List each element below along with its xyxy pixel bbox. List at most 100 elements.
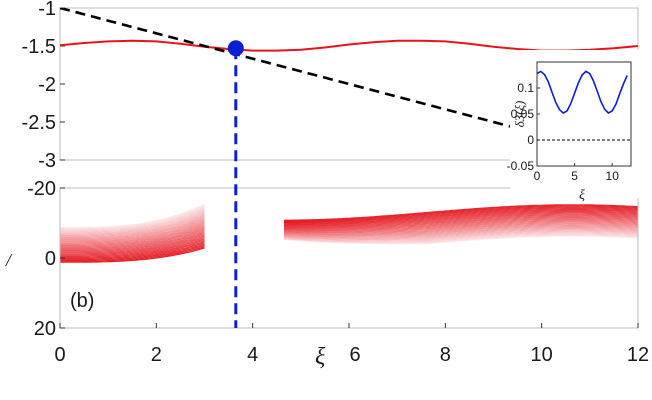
heatmap-right-contour [283, 226, 638, 237]
heatmap-left-contour [60, 218, 205, 240]
inset-x-tick-label: 5 [571, 169, 578, 183]
top-y-ticks: -1 -1.5 -2 -2.5 -3 [22, 0, 65, 172]
heatmap-right-contour [283, 225, 638, 236]
bottom-x-tick-label: 6 [349, 344, 360, 366]
heatmap-left-contour [60, 212, 205, 236]
panel-label-b: (b) [70, 290, 94, 312]
heatmap-left-contour [60, 219, 205, 241]
heatmap-left-contour [60, 235, 205, 254]
bottom-x-tick-label: 0 [54, 344, 65, 366]
bottom-heatmap-lines [60, 203, 638, 263]
heatmap-right-contour [283, 221, 638, 233]
heatmap-right-contour [283, 229, 638, 240]
heatmap-left-contour [60, 215, 205, 238]
heatmap-right-contour [283, 207, 638, 223]
heatmap-right-contour [283, 214, 638, 228]
heatmap-left-contour [60, 234, 205, 253]
heatmap-right-contour [283, 208, 638, 224]
intersection-marker [227, 40, 244, 57]
heatmap-left-contour [60, 239, 205, 257]
heatmap-left-contour [60, 222, 205, 243]
heatmap-right-contour [284, 206, 638, 222]
heatmap-right-contour [284, 212, 638, 227]
bottom-x-ticks: 0 2 4 6 8 10 12 [54, 323, 649, 366]
top-y-tick-label: -2 [38, 74, 56, 96]
bottom-y-tick-label: 0 [45, 248, 56, 270]
heatmap-left-contour [60, 220, 205, 242]
heatmap-right-contour [283, 224, 638, 235]
heatmap-right-contour [284, 205, 638, 222]
bottom-x-tick-label: 4 [247, 344, 258, 366]
top-y-tick-label: -1 [38, 0, 56, 20]
inset-y-label: δ3(ξ) [512, 101, 527, 128]
heatmap-left-contour [60, 236, 205, 255]
heatmap-left-contour [60, 242, 205, 259]
heatmap-left-contour [60, 206, 205, 231]
heatmap-left-contour [60, 207, 205, 232]
inset-x-tick-label: 0 [534, 169, 541, 183]
heatmap-left-contour [60, 244, 205, 261]
bottom-y-label: / [5, 250, 13, 270]
inset-plot-area [536, 61, 632, 167]
heatmap-right-contour [283, 213, 638, 227]
bottom-panel: -20 0 20 0 2 4 6 8 10 12 (b) ξ / [5, 178, 649, 370]
heatmap-right-contour [284, 208, 638, 224]
heatmap-left-contour [60, 204, 205, 230]
heatmap-right-contour [283, 220, 638, 232]
inset-x-label: ξ [579, 188, 585, 203]
inset-y-tick-label: -0.05 [507, 159, 535, 173]
heatmap-left-contour [60, 224, 205, 245]
heatmap-left-contour [60, 230, 205, 250]
heatmap-right-contour [283, 235, 638, 245]
top-y-tick-label: -2.5 [22, 112, 56, 134]
inset-blue-curve [537, 70, 628, 114]
inset-y-tick-label: 0.05 [511, 107, 535, 121]
bottom-x-tick-label: 10 [531, 344, 553, 366]
bottom-x-tick-label: 2 [151, 344, 162, 366]
heatmap-right-contour [283, 222, 638, 234]
heatmap-right-contour [283, 225, 638, 237]
heatmap-right-contour [283, 230, 638, 240]
heatmap-left-contour [60, 243, 205, 260]
heatmap-right-contour [284, 209, 638, 225]
heatmap-right-contour [283, 234, 638, 244]
inset-x-tick-label: 10 [606, 169, 620, 183]
heatmap-left-contour [60, 214, 205, 237]
inset-x-ticks: 0 5 10 [534, 163, 620, 183]
top-y-tick-label: -1.5 [22, 36, 56, 58]
heatmap-left-contour [60, 210, 205, 234]
bottom-x-tick-label: 12 [627, 344, 649, 366]
heatmap-left-contour [60, 232, 205, 252]
heatmap-left-contour [60, 203, 205, 229]
bottom-y-tick-label: 20 [34, 318, 56, 340]
heatmap-left-contour [60, 247, 205, 263]
heatmap-right-contour [283, 216, 638, 229]
heatmap-right-contour [284, 204, 638, 221]
heatmap-left-contour [60, 223, 205, 244]
bottom-x-tick-label: 8 [440, 344, 451, 366]
inset-y-tick-label: 0.1 [517, 81, 534, 95]
heatmap-right-contour [283, 233, 638, 243]
heatmap-left-contour [60, 238, 205, 256]
heatmap-left-contour [60, 231, 205, 251]
heatmap-left-contour [60, 208, 205, 233]
heatmap-right-contour [283, 219, 638, 231]
heatmap-right-contour [283, 215, 638, 229]
bottom-y-ticks: -20 0 20 [27, 178, 65, 340]
heatmap-right-contour [283, 231, 638, 241]
bottom-x-label: ξ [315, 344, 326, 370]
heatmap-left-contour [60, 216, 205, 239]
heatmap-left-contour [60, 228, 205, 249]
heatmap-left-contour [60, 226, 205, 246]
heatmap-left-contour [60, 246, 205, 262]
heatmap-right-contour [283, 228, 638, 239]
bottom-y-tick-label: -20 [27, 178, 56, 200]
inset: 0.1 0.05 0-0.05 0 5 10 δ3(ξ) ξ [507, 50, 642, 203]
heatmap-left-contour [60, 227, 205, 247]
heatmap-right-contour [283, 227, 638, 238]
heatmap-left-contour [60, 240, 205, 258]
heatmap-right-contour [283, 217, 638, 230]
heatmap-right-contour [284, 210, 638, 225]
heatmap-right-contour [283, 232, 638, 242]
